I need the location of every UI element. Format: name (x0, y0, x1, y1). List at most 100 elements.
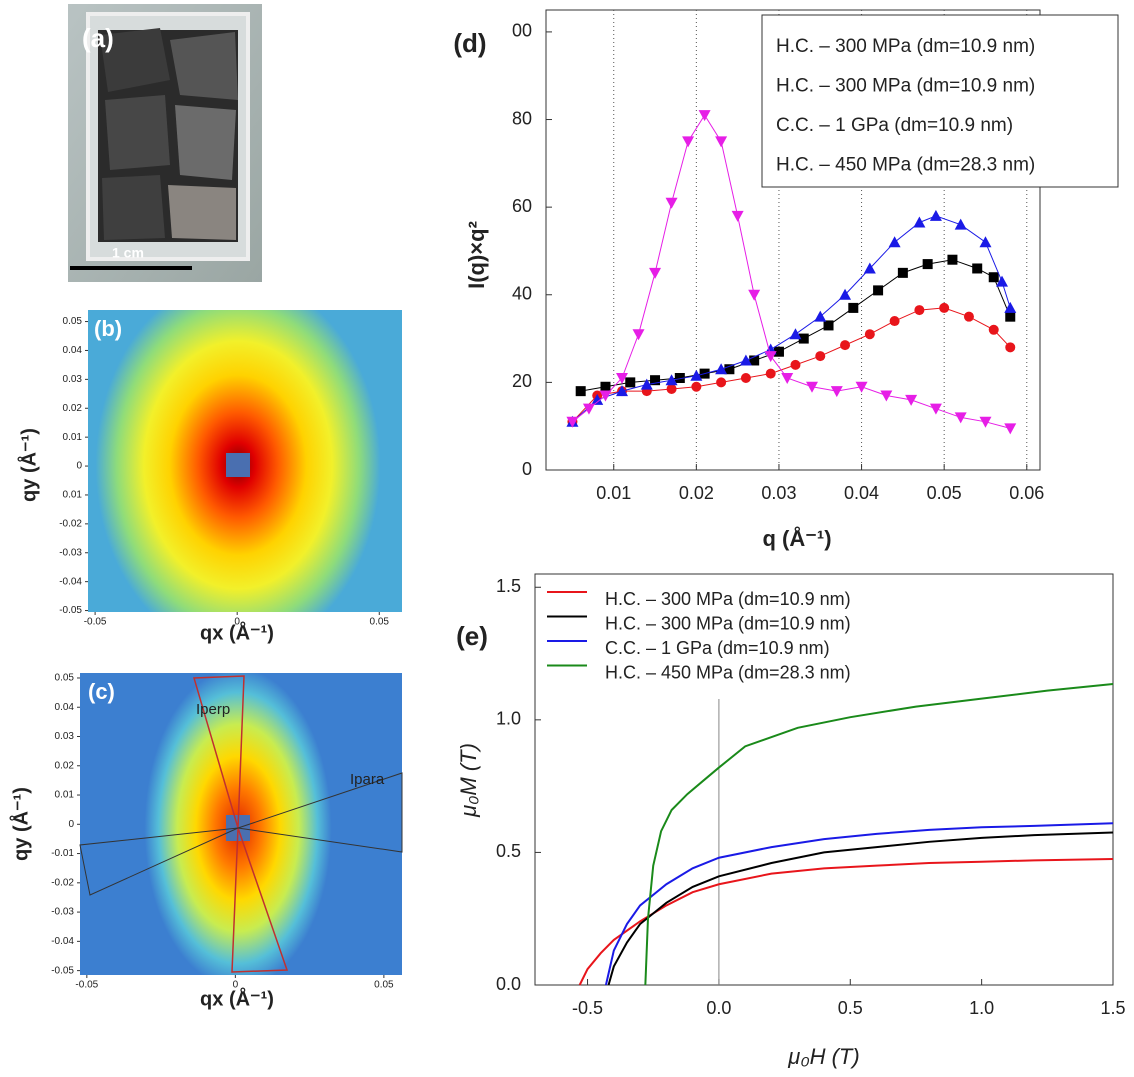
x-tick-label: 0.0 (706, 998, 731, 1018)
marker (650, 375, 661, 386)
marker (640, 378, 653, 390)
y-tick-label: 0.5 (496, 841, 521, 861)
sector-perp (193, 675, 245, 829)
marker (972, 263, 983, 274)
annotation: Ipara (350, 771, 385, 788)
marker (1004, 301, 1017, 313)
marker (698, 110, 711, 122)
marker (632, 329, 645, 341)
photo-panel: (a) 1 cm (68, 4, 262, 282)
marker (691, 381, 702, 392)
x-axis-label: qx (Å⁻¹) (200, 986, 274, 1010)
marker (815, 351, 826, 362)
y-tick-label: -0.02 (59, 518, 82, 529)
y-tick-label: -0.04 (51, 936, 74, 947)
y-tick-label: -0.03 (51, 907, 74, 918)
marker (798, 333, 809, 344)
flake (102, 175, 165, 240)
marker (682, 136, 695, 148)
marker (749, 355, 760, 366)
series-line (607, 831, 1114, 986)
x-tick-label: 0.02 (679, 483, 714, 503)
marker (929, 209, 942, 221)
plot-frame (545, 9, 1041, 471)
y-tick-label: 0.04 (63, 345, 83, 356)
y-tick-label: 0 (76, 461, 82, 472)
marker (739, 354, 752, 366)
marker (599, 390, 612, 402)
sector-para (237, 772, 403, 853)
y-tick-label: 0.05 (63, 316, 83, 327)
x-tick-label: 0 (233, 980, 239, 991)
y-tick-label: -0.05 (51, 965, 74, 976)
marker (988, 272, 999, 283)
scale-bar-label: 1 cm (112, 245, 144, 261)
flake (170, 32, 238, 100)
marker (922, 259, 933, 270)
marker (988, 324, 999, 335)
flake (105, 95, 170, 170)
x-axis-label: μ₀H (T) (787, 1044, 859, 1069)
x-tick-label: 0 (234, 617, 240, 628)
legend-label: H.C. – 450 MPa (dm=28.3 nm) (776, 155, 1035, 176)
marker (814, 310, 827, 322)
marker (724, 364, 735, 375)
y-tick-label: 0.01 (63, 432, 83, 443)
y-tick-label: 0.03 (55, 731, 75, 742)
panel-label: (c) (88, 679, 115, 704)
x-axis-label: qx (Å⁻¹) (200, 620, 274, 644)
marker (773, 346, 784, 357)
marker (888, 236, 901, 248)
y-tick-label: -0.02 (51, 877, 74, 888)
y-tick-label: 0.01 (55, 790, 75, 801)
y-tick-label: 0 (68, 819, 74, 830)
x-axis-label: q (Å⁻¹) (762, 525, 831, 551)
y-tick-label: -0.03 (59, 547, 82, 558)
marker (963, 311, 974, 322)
y-tick-label: 0.03 (63, 374, 83, 385)
legend-label: H.C. – 300 MPa (dm=10.9 nm) (776, 76, 1035, 97)
marker (855, 381, 868, 393)
x-tick-label: 0.05 (374, 980, 394, 991)
marker (839, 288, 852, 300)
marker (566, 416, 579, 428)
sector-para (79, 827, 239, 896)
x-tick-label: -0.05 (75, 980, 98, 991)
marker (914, 305, 925, 316)
marker (715, 363, 728, 375)
y-tick-label: 0.02 (55, 760, 75, 771)
legend-box (761, 14, 1119, 188)
marker (864, 329, 875, 340)
panel-label: (b) (94, 316, 122, 341)
flake (175, 105, 236, 180)
sector-perp (231, 827, 289, 973)
flake (168, 185, 236, 240)
series-line (604, 822, 1114, 986)
y-axis-label: qy (Å⁻¹) (16, 428, 40, 502)
marker (582, 403, 595, 415)
legend-label: C.C. – 1 GPa (dm=10.9 nm) (776, 115, 1013, 136)
marker (848, 302, 859, 313)
marker (996, 275, 1008, 287)
marker (715, 136, 728, 148)
y-tick-label: 20 (512, 371, 532, 391)
y-tick-label: 1.5 (496, 576, 521, 596)
marker (954, 218, 967, 230)
marker (863, 262, 876, 274)
marker (789, 328, 802, 340)
marker (1005, 342, 1016, 353)
marker (897, 267, 908, 278)
marker (764, 351, 777, 363)
marker (781, 373, 794, 384)
y-tick-label: 00 (512, 21, 532, 41)
marker (929, 403, 942, 415)
marker (880, 390, 893, 402)
marker (979, 236, 992, 248)
y-tick-label: -0.01 (51, 848, 74, 859)
x-tick-label: 1.0 (969, 998, 994, 1018)
marker (905, 394, 918, 406)
marker (616, 373, 628, 384)
y-tick-label: 0.05 (55, 673, 75, 684)
